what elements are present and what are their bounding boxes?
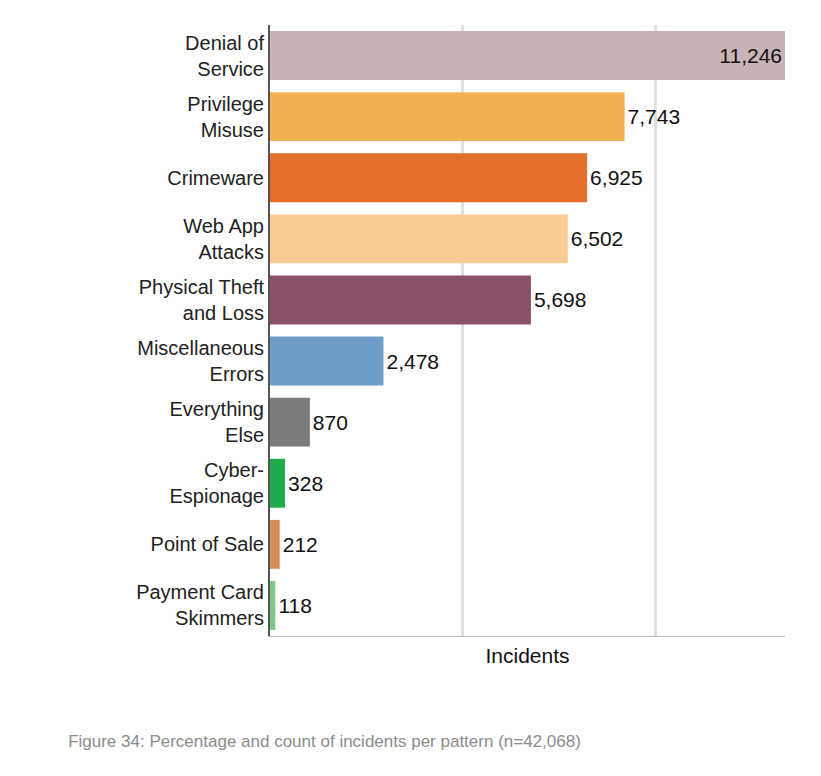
svg-text:Cyber-Espionage: Cyber-Espionage — [169, 459, 264, 507]
svg-text:6,925: 6,925 — [590, 166, 643, 189]
svg-text:Denial ofService: Denial ofService — [185, 32, 264, 80]
svg-text:5,698: 5,698 — [534, 288, 587, 311]
svg-text:Physical Theftand Loss: Physical Theftand Loss — [139, 276, 265, 324]
svg-text:EverythingElse: EverythingElse — [170, 398, 265, 446]
svg-text:Figure 34: Percentage and coun: Figure 34: Percentage and count of incid… — [68, 732, 581, 751]
svg-text:Payment CardSkimmers: Payment CardSkimmers — [136, 581, 264, 629]
svg-text:Web AppAttacks: Web AppAttacks — [183, 215, 264, 263]
svg-text:870: 870 — [313, 411, 348, 434]
svg-text:Point of Sale: Point of Sale — [151, 533, 264, 555]
svg-text:Crimeware: Crimeware — [167, 167, 264, 189]
svg-text:MiscellaneousErrors: MiscellaneousErrors — [137, 337, 264, 385]
svg-text:2,478: 2,478 — [386, 350, 439, 373]
svg-text:6,502: 6,502 — [571, 227, 624, 250]
svg-text:PrivilegeMisuse: PrivilegeMisuse — [187, 93, 264, 141]
svg-text:328: 328 — [288, 472, 323, 495]
svg-text:7,743: 7,743 — [628, 105, 681, 128]
svg-text:Incidents: Incidents — [485, 644, 569, 667]
svg-text:11,246: 11,246 — [719, 44, 782, 67]
svg-text:212: 212 — [283, 533, 318, 556]
svg-text:118: 118 — [278, 594, 311, 617]
